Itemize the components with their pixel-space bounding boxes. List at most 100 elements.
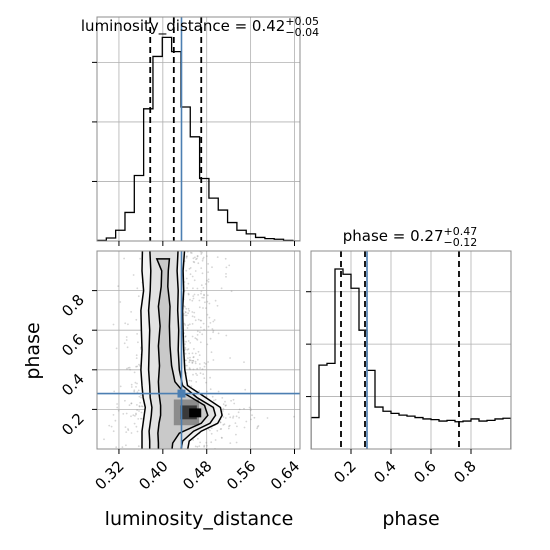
scatter-point bbox=[227, 413, 230, 415]
scatter-point bbox=[115, 347, 118, 350]
scatter-point bbox=[130, 402, 133, 405]
x-tick-label-lum-3: 0.56 bbox=[223, 457, 259, 493]
scatter-point bbox=[196, 374, 199, 376]
scatter-point bbox=[221, 437, 223, 439]
scatter-point bbox=[229, 357, 232, 359]
scatter-point bbox=[194, 352, 197, 355]
scatter-point bbox=[135, 386, 137, 388]
hist2-series-line bbox=[311, 268, 511, 449]
scatter-point bbox=[187, 340, 190, 342]
scatter-point bbox=[185, 359, 187, 362]
scatter-point bbox=[110, 425, 113, 428]
scatter-point bbox=[187, 357, 189, 359]
scatter-point bbox=[211, 395, 214, 398]
scatter-point bbox=[190, 385, 193, 387]
scatter-point bbox=[187, 312, 190, 315]
scatter-point bbox=[192, 295, 195, 297]
scatter-point bbox=[139, 401, 142, 404]
scatter-point bbox=[141, 405, 144, 408]
scatter-point bbox=[253, 416, 256, 419]
scatter-point bbox=[210, 427, 213, 429]
scatter-point bbox=[137, 445, 140, 448]
scatter-point bbox=[224, 257, 227, 260]
scatter-point bbox=[134, 381, 137, 384]
scatter-point bbox=[184, 311, 187, 314]
scatter-point bbox=[192, 356, 195, 359]
scatter-point bbox=[136, 287, 139, 290]
scatter-point bbox=[196, 339, 199, 341]
scatter-point bbox=[195, 338, 198, 340]
scatter-point bbox=[194, 445, 197, 448]
scatter-point bbox=[184, 324, 187, 326]
scatter-point bbox=[184, 335, 187, 338]
scatter-point bbox=[206, 444, 208, 447]
scatter-point bbox=[184, 343, 187, 345]
x-tick-label-lum-4: 0.64 bbox=[267, 457, 303, 493]
scatter-point bbox=[130, 383, 133, 386]
scatter-point bbox=[193, 316, 196, 318]
scatter-point bbox=[225, 275, 227, 278]
scatter-point bbox=[214, 299, 217, 302]
scatter-point bbox=[207, 361, 210, 363]
scatter-point bbox=[249, 409, 252, 412]
scatter-point bbox=[221, 410, 224, 412]
scatter-point bbox=[185, 277, 188, 280]
scatter-point bbox=[135, 425, 138, 428]
scatter-point bbox=[202, 258, 204, 260]
y-tick-label-phase-3: 0.8 bbox=[58, 291, 88, 321]
scatter-point bbox=[191, 361, 194, 364]
scatter-point bbox=[196, 334, 199, 336]
scatter-point bbox=[188, 267, 191, 270]
scatter-point bbox=[206, 279, 208, 282]
scatter-point bbox=[201, 259, 204, 262]
scatter-point bbox=[136, 391, 139, 394]
scatter-point bbox=[191, 299, 194, 302]
xlabel-left: luminosity_distance bbox=[105, 508, 294, 530]
scatter-point bbox=[128, 404, 131, 406]
scatter-point bbox=[192, 359, 194, 362]
scatter-point bbox=[225, 273, 227, 275]
scatter-point bbox=[193, 279, 196, 282]
scatter-point bbox=[114, 419, 117, 422]
scatter-point bbox=[191, 362, 194, 364]
scatter-point bbox=[214, 439, 217, 441]
scatter-point bbox=[133, 390, 136, 393]
scatter-point bbox=[243, 426, 246, 429]
scatter-point bbox=[198, 299, 201, 302]
scatter-point bbox=[224, 417, 227, 419]
scatter-point bbox=[136, 333, 139, 335]
scatter-point bbox=[136, 382, 138, 385]
scatter-point bbox=[220, 428, 223, 430]
title-luminosity-distance: luminosity_distance = 0.42+0.05 −0.04 bbox=[81, 15, 319, 39]
scatter-point bbox=[188, 367, 191, 370]
scatter-point bbox=[200, 267, 203, 269]
scatter-point bbox=[133, 422, 136, 425]
scatter-point bbox=[216, 304, 219, 307]
scatter-point bbox=[193, 348, 195, 350]
scatter-point bbox=[191, 275, 194, 278]
scatter-point bbox=[209, 388, 212, 391]
scatter-point bbox=[200, 284, 203, 287]
scatter-point bbox=[197, 262, 200, 265]
scatter-point bbox=[184, 347, 187, 349]
scatter-point bbox=[203, 444, 206, 447]
scatter-point bbox=[117, 409, 120, 412]
scatter-point bbox=[256, 425, 259, 428]
scatter-point bbox=[227, 427, 230, 430]
scatter-point bbox=[194, 270, 197, 272]
scatter-point bbox=[204, 363, 207, 365]
scatter-point bbox=[192, 287, 194, 290]
scatter-point bbox=[140, 394, 142, 397]
scatter-point bbox=[194, 362, 197, 365]
scatter-point bbox=[194, 319, 197, 322]
scatter-point bbox=[202, 322, 205, 325]
title-phase-main: phase = 0.27 bbox=[343, 227, 444, 245]
scatter-point bbox=[193, 293, 196, 296]
scatter-point bbox=[221, 397, 224, 399]
scatter-point bbox=[125, 336, 128, 338]
x-tick-label-lum-2: 0.48 bbox=[179, 457, 215, 493]
scatter-point bbox=[191, 352, 194, 355]
scatter-point bbox=[191, 335, 194, 338]
scatter-point bbox=[206, 294, 209, 297]
scatter-point bbox=[135, 412, 137, 415]
